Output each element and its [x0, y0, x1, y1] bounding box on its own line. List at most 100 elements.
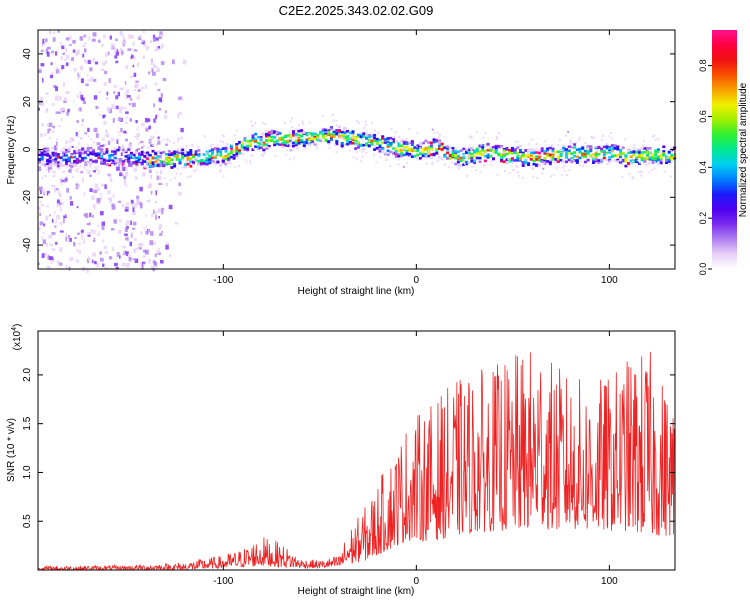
heatmap-cell: [262, 121, 265, 124]
heatmap-cell: [251, 137, 255, 140]
heatmap-cell: [169, 140, 172, 143]
heatmap-cell: [559, 153, 563, 156]
heatmap-cell: [321, 135, 325, 139]
heatmap-cell: [51, 151, 55, 155]
heatmap-cell: [335, 119, 338, 122]
heatmap-cell: [92, 230, 95, 235]
heatmap-cell: [302, 144, 306, 148]
heatmap-cell: [458, 163, 461, 166]
heatmap-cell: [565, 174, 568, 176]
heatmap-cell: [630, 161, 633, 164]
heatmap-cell: [414, 148, 417, 151]
heatmap-cell: [613, 154, 617, 157]
heatmap-cell: [165, 244, 169, 250]
heatmap-cell: [78, 71, 83, 76]
heatmap-cell: [619, 155, 622, 159]
heatmap-cell: [375, 142, 379, 145]
heatmap-cell: [290, 117, 293, 120]
snr-y-tick-label: 1.0: [22, 465, 33, 479]
heatmap-cell: [494, 149, 498, 152]
heatmap-cell: [64, 59, 66, 61]
heatmap-cell: [208, 149, 212, 153]
heatmap-cell: [101, 71, 104, 76]
heatmap-cell: [96, 94, 99, 97]
heatmap-cell: [410, 143, 414, 146]
heatmap-cell: [121, 243, 124, 248]
heatmap-cell: [93, 141, 96, 144]
heatmap-cell: [278, 138, 282, 141]
heatmap-cell: [41, 253, 45, 259]
heatmap-cell: [45, 168, 48, 171]
heatmap-cell: [85, 36, 89, 42]
heatmap-cell: [59, 156, 63, 159]
heatmap-cell: [256, 135, 260, 139]
heatmap-cell: [494, 147, 498, 150]
heatmap-cell: [451, 154, 455, 158]
heatmap-cell: [112, 193, 115, 198]
heatmap-cell: [562, 146, 566, 150]
heatmap-cell: [355, 120, 358, 123]
heatmap-cell: [173, 154, 177, 158]
heatmap-cell: [83, 212, 86, 217]
heatmap-cell: [160, 171, 163, 174]
heatmap-cell: [99, 193, 102, 196]
heatmap-cell: [365, 137, 368, 140]
heatmap-cell: [163, 159, 166, 162]
heatmap-cell: [222, 175, 225, 178]
heatmap-cell: [505, 152, 509, 156]
heatmap-cell: [567, 130, 570, 133]
heatmap-cell: [39, 221, 44, 226]
heatmap-cell: [504, 170, 506, 173]
heatmap-cell: [613, 159, 617, 162]
heatmap-cell: [646, 150, 649, 154]
heatmap-cell: [659, 161, 663, 165]
heatmap-cell: [351, 141, 355, 145]
heatmap-cell: [115, 267, 118, 272]
heatmap-cell: [232, 149, 236, 153]
heatmap-cell: [291, 126, 293, 128]
heatmap-cell: [102, 114, 106, 118]
heatmap-cell: [153, 118, 157, 123]
heatmap-cell: [221, 147, 225, 150]
snr-x-tick-label: 100: [601, 576, 618, 587]
heatmap-cell: [516, 155, 520, 158]
heatmap-cell: [327, 140, 331, 144]
heatmap-cell: [586, 158, 590, 162]
heatmap-cell: [413, 146, 417, 149]
heatmap-cell: [602, 153, 606, 157]
heatmap-x-tick-label: -100: [213, 275, 233, 286]
heatmap-cell: [115, 51, 120, 56]
heatmap-cell: [621, 158, 625, 162]
heatmap-cell: [386, 140, 390, 144]
heatmap-cell: [125, 200, 128, 203]
heatmap-cell: [246, 140, 250, 143]
heatmap-cell: [473, 149, 477, 152]
heatmap-cell: [68, 145, 71, 148]
heatmap-cell: [94, 183, 98, 188]
heatmap-cell: [87, 258, 90, 264]
heatmap-cell: [305, 141, 309, 145]
heatmap-cell: [115, 60, 119, 64]
heatmap-cell: [132, 154, 136, 157]
heatmap-cell: [438, 133, 441, 136]
heatmap-cell: [334, 144, 337, 146]
heatmap-cell: [148, 184, 153, 189]
heatmap-cell: [125, 263, 130, 268]
heatmap-cell: [65, 48, 67, 53]
heatmap-cell: [218, 155, 221, 158]
heatmap-cell: [179, 153, 183, 156]
heatmap-cell: [140, 153, 144, 156]
heatmap-cell: [172, 59, 175, 65]
heatmap-cell: [397, 149, 401, 153]
heatmap-cell: [527, 143, 530, 146]
heatmap-cell: [240, 141, 244, 145]
heatmap-cell: [229, 155, 233, 159]
heatmap-cell: [136, 135, 139, 140]
heatmap-cell: [365, 123, 367, 126]
heatmap-cell: [416, 132, 419, 135]
heatmap-cell: [105, 222, 108, 226]
heatmap-cell: [402, 142, 406, 145]
heatmap-cell: [170, 162, 173, 165]
heatmap-cell: [631, 176, 634, 178]
heatmap-cell: [274, 154, 277, 157]
